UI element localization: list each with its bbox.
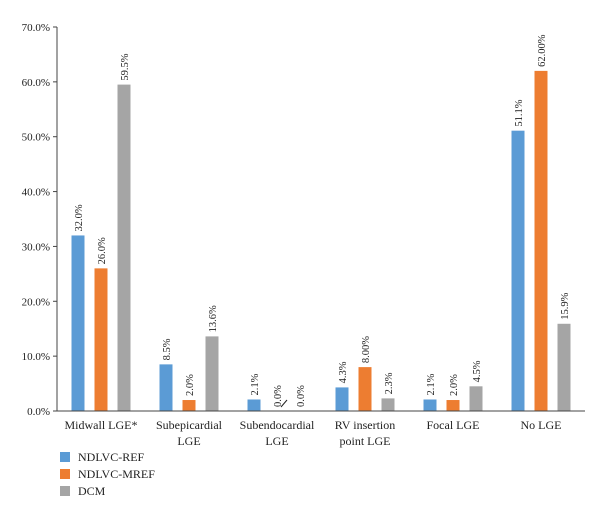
x-tick-label: point LGE xyxy=(340,434,391,448)
bar xyxy=(469,386,483,411)
bar xyxy=(159,364,173,411)
legend-swatch xyxy=(60,486,70,496)
bar xyxy=(446,400,460,411)
data-label: 2.0% xyxy=(449,374,460,396)
bar xyxy=(557,323,571,411)
x-tick-label: Focal LGE xyxy=(427,418,480,432)
y-tick-label: 10.0% xyxy=(22,351,50,363)
bar xyxy=(117,84,131,411)
bar xyxy=(205,336,219,411)
bar xyxy=(247,399,261,411)
data-labels: 32.0% 26.0% 59.5% 8.5% 2.0% 13.6% 2.1% 0.0% 0.0%… xyxy=(74,34,571,407)
x-axis: Midwall LGE* Subepicardial LGE Subendocardi… xyxy=(57,410,585,448)
x-tick-label: LGE xyxy=(265,434,288,448)
y-tick-label: 20.0% xyxy=(22,296,50,308)
data-label: 62.00% xyxy=(537,34,548,67)
data-label: 4.3% xyxy=(338,361,349,383)
zero-marker xyxy=(280,399,288,408)
data-label: 8.00% xyxy=(361,336,372,363)
bar xyxy=(423,399,437,411)
x-tick-label: Subepicardial xyxy=(156,418,223,432)
data-label: 15.9% xyxy=(560,292,571,319)
bar xyxy=(335,387,349,411)
x-tick-label: RV insertion xyxy=(335,418,396,432)
data-label: 2.3% xyxy=(384,372,395,394)
y-axis: 0.0% 10.0% 20.0% 30.0% 40.0% 50.0% 60.0% 70.0% xyxy=(22,22,58,418)
bar xyxy=(534,70,548,411)
y-tick-label: 40.0% xyxy=(22,187,50,199)
y-tick-label: 50.0% xyxy=(22,132,50,144)
x-tick-label: Subendocardial xyxy=(240,418,315,432)
legend-label: NDLVC-REF xyxy=(78,450,145,464)
data-label: 59.5% xyxy=(120,53,131,80)
y-tick-label: 30.0% xyxy=(22,241,50,253)
bars xyxy=(71,70,571,411)
data-label: 8.5% xyxy=(162,338,173,360)
bar xyxy=(358,367,372,411)
data-label: 2.1% xyxy=(426,373,437,395)
legend-swatch xyxy=(60,469,70,479)
data-label: 0.0% xyxy=(296,385,307,407)
y-tick-label: 60.0% xyxy=(22,77,50,89)
data-label: 26.0% xyxy=(97,237,108,264)
bar xyxy=(94,268,108,411)
legend: NDLVC-REF NDLVC-MREF DCM xyxy=(60,450,155,498)
data-label: 4.5% xyxy=(472,360,483,382)
bar xyxy=(182,400,196,411)
legend-swatch xyxy=(60,452,70,462)
data-label: 13.6% xyxy=(208,305,219,332)
x-tick-label: Midwall LGE* xyxy=(65,418,138,432)
legend-label: NDLVC-MREF xyxy=(78,467,155,481)
y-tick-label: 0.0% xyxy=(27,406,50,418)
bar xyxy=(511,130,525,411)
data-label: 0.0% xyxy=(273,385,284,407)
x-tick-label: No LGE xyxy=(521,418,562,432)
data-label: 32.0% xyxy=(74,204,85,231)
x-tick-label: LGE xyxy=(177,434,200,448)
data-label: 2.1% xyxy=(250,373,261,395)
legend-label: DCM xyxy=(78,484,106,498)
bar xyxy=(381,398,395,411)
y-tick-label: 70.0% xyxy=(22,22,50,34)
data-label: 2.0% xyxy=(185,374,196,396)
bar xyxy=(71,235,85,411)
data-label: 51.1% xyxy=(514,99,525,126)
